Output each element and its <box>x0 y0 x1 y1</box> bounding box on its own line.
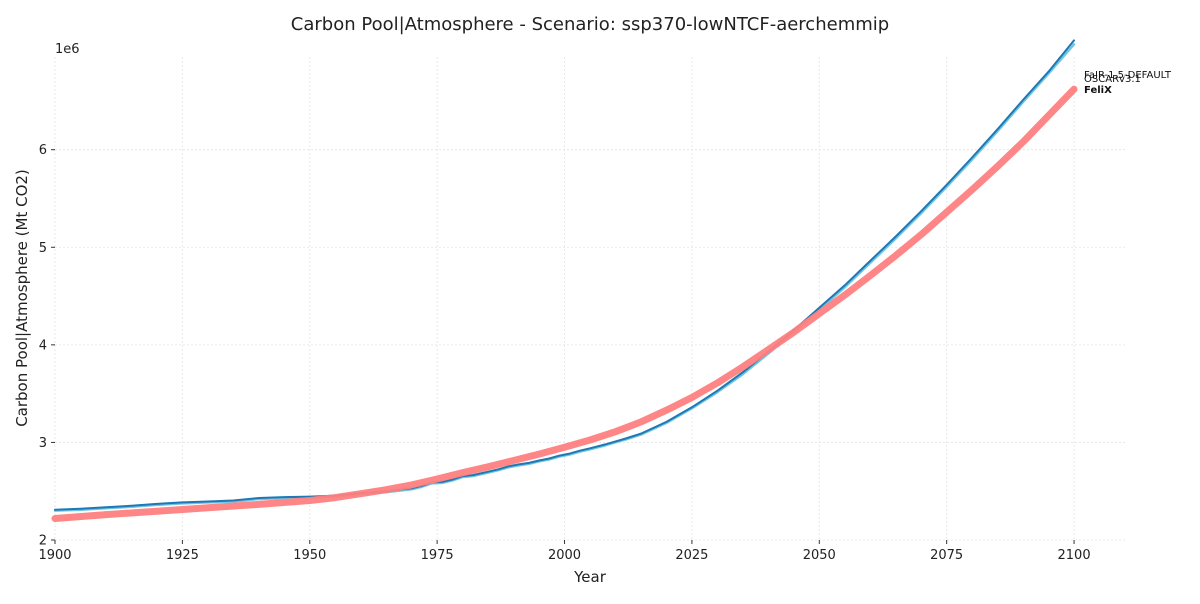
y-tick-label: 5 <box>39 241 47 256</box>
series-lines <box>51 39 1078 522</box>
y-axis-label: Carbon Pool|Atmosphere (Mt CO2) <box>13 169 31 427</box>
x-tick-label: 2100 <box>1058 548 1091 563</box>
x-tick-label: 2000 <box>548 548 581 563</box>
y-tick-label: 6 <box>39 143 47 158</box>
y-axis-offset-label: 1e6 <box>55 42 80 57</box>
x-tick-label: 1900 <box>38 548 71 563</box>
y-tick-label: 2 <box>39 534 47 549</box>
x-tick-label: 1925 <box>166 548 199 563</box>
series-line <box>54 39 1075 511</box>
x-tick-label: 1950 <box>293 548 326 563</box>
grid <box>54 57 1125 541</box>
axes: 1900 1925 1950 1975 2000 2025 2050 2075 2100 2 3 4 5… <box>38 143 1090 563</box>
series-end-label: FaIR-1.5-DEFAULT <box>1084 70 1172 81</box>
chart-title: Carbon Pool|Atmosphere - Scenario: ssp37… <box>291 14 889 35</box>
x-tick-label: 1975 <box>421 548 454 563</box>
series-end-label: FeliX <box>1084 85 1112 96</box>
x-tick-label: 2075 <box>930 548 963 563</box>
y-tick-label: 3 <box>39 436 47 451</box>
y-tick-label: 4 <box>39 338 47 353</box>
series-line <box>51 85 1078 522</box>
series-end-label: OSCARv3.1 <box>1084 74 1141 85</box>
x-tick-label: 2050 <box>803 548 836 563</box>
x-axis-label: Year <box>573 568 607 586</box>
x-tick-label: 2025 <box>675 548 708 563</box>
